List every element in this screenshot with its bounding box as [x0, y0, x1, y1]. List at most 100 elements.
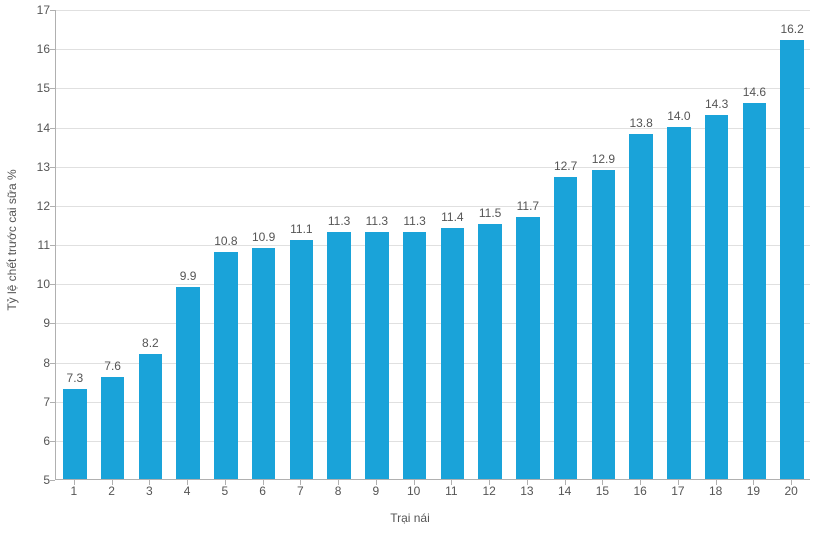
- y-tick-label: 8: [10, 356, 50, 370]
- gridline: [56, 441, 810, 442]
- data-label: 12.7: [554, 159, 577, 173]
- x-tick-mark: [225, 480, 226, 485]
- x-tick-label: 15: [596, 484, 609, 498]
- x-tick-mark: [716, 480, 717, 485]
- y-axis-label: Tỷ lệ chết trước cai sữa %: [5, 169, 19, 310]
- x-tick-label: 3: [146, 484, 153, 498]
- data-label: 14.6: [743, 85, 766, 99]
- x-axis-label: Trại nái: [0, 511, 820, 525]
- bar: [478, 224, 501, 479]
- x-tick-label: 16: [633, 484, 646, 498]
- y-tick-mark: [50, 88, 55, 89]
- x-tick-label: 5: [222, 484, 229, 498]
- y-tick-label: 17: [10, 3, 50, 17]
- y-tick-label: 15: [10, 81, 50, 95]
- y-tick-mark: [50, 441, 55, 442]
- x-tick-mark: [149, 480, 150, 485]
- bar: [101, 377, 124, 479]
- y-tick-mark: [50, 245, 55, 246]
- x-tick-mark: [414, 480, 415, 485]
- x-tick-mark: [565, 480, 566, 485]
- bar: [743, 103, 766, 479]
- data-label: 11.5: [479, 206, 501, 220]
- y-tick-mark: [50, 323, 55, 324]
- x-tick-mark: [338, 480, 339, 485]
- y-tick-mark: [50, 363, 55, 364]
- x-tick-label: 19: [747, 484, 760, 498]
- x-tick-mark: [678, 480, 679, 485]
- x-tick-label: 2: [108, 484, 115, 498]
- x-tick-label: 6: [259, 484, 266, 498]
- y-tick-mark: [50, 128, 55, 129]
- x-tick-mark: [489, 480, 490, 485]
- x-tick-mark: [112, 480, 113, 485]
- bar: [629, 134, 652, 479]
- y-tick-mark: [50, 480, 55, 481]
- gridline: [56, 402, 810, 403]
- bar: [365, 232, 388, 479]
- data-label: 8.2: [142, 336, 159, 350]
- data-label: 13.8: [629, 116, 652, 130]
- bar: [252, 248, 275, 479]
- gridline: [56, 245, 810, 246]
- y-tick-label: 6: [10, 434, 50, 448]
- x-tick-mark: [187, 480, 188, 485]
- data-label: 14.3: [705, 97, 728, 111]
- x-tick-label: 10: [407, 484, 420, 498]
- x-tick-mark: [263, 480, 264, 485]
- bar: [139, 354, 162, 479]
- gridline: [56, 10, 810, 11]
- y-tick-mark: [50, 206, 55, 207]
- gridline: [56, 363, 810, 364]
- x-tick-mark: [74, 480, 75, 485]
- bar: [780, 40, 803, 479]
- gridline: [56, 128, 810, 129]
- y-tick-mark: [50, 49, 55, 50]
- data-label: 10.8: [214, 234, 237, 248]
- x-tick-label: 20: [784, 484, 797, 498]
- x-tick-label: 12: [482, 484, 495, 498]
- x-tick-label: 1: [71, 484, 78, 498]
- y-tick-mark: [50, 167, 55, 168]
- x-tick-label: 9: [373, 484, 380, 498]
- bar: [214, 252, 237, 479]
- data-label: 11.3: [403, 214, 425, 228]
- y-tick-label: 7: [10, 395, 50, 409]
- data-label: 11.3: [366, 214, 388, 228]
- x-tick-mark: [527, 480, 528, 485]
- data-label: 11.3: [328, 214, 350, 228]
- x-tick-label: 14: [558, 484, 571, 498]
- bar: [290, 240, 313, 479]
- x-tick-label: 18: [709, 484, 722, 498]
- gridline: [56, 323, 810, 324]
- x-tick-mark: [300, 480, 301, 485]
- bar: [667, 127, 690, 480]
- x-tick-label: 4: [184, 484, 191, 498]
- bar: [516, 217, 539, 479]
- data-label: 14.0: [667, 109, 690, 123]
- bar: [63, 389, 86, 479]
- data-label: 12.9: [592, 152, 615, 166]
- data-label: 11.1: [290, 222, 312, 236]
- x-tick-mark: [451, 480, 452, 485]
- bar: [441, 228, 464, 479]
- gridline: [56, 88, 810, 89]
- x-tick-mark: [376, 480, 377, 485]
- bar: [554, 177, 577, 479]
- bar: [592, 170, 615, 479]
- x-tick-label: 13: [520, 484, 533, 498]
- bar-chart: 7.37.68.29.910.810.911.111.311.311.311.4…: [0, 0, 820, 533]
- y-tick-label: 14: [10, 121, 50, 135]
- x-tick-label: 17: [671, 484, 684, 498]
- bar: [403, 232, 426, 479]
- x-tick-mark: [602, 480, 603, 485]
- x-tick-mark: [753, 480, 754, 485]
- x-tick-label: 8: [335, 484, 342, 498]
- data-label: 16.2: [780, 22, 803, 36]
- bar: [705, 115, 728, 479]
- y-tick-label: 16: [10, 42, 50, 56]
- y-tick-mark: [50, 284, 55, 285]
- data-label: 11.4: [441, 210, 463, 224]
- data-label: 11.7: [517, 199, 539, 213]
- x-tick-label: 7: [297, 484, 304, 498]
